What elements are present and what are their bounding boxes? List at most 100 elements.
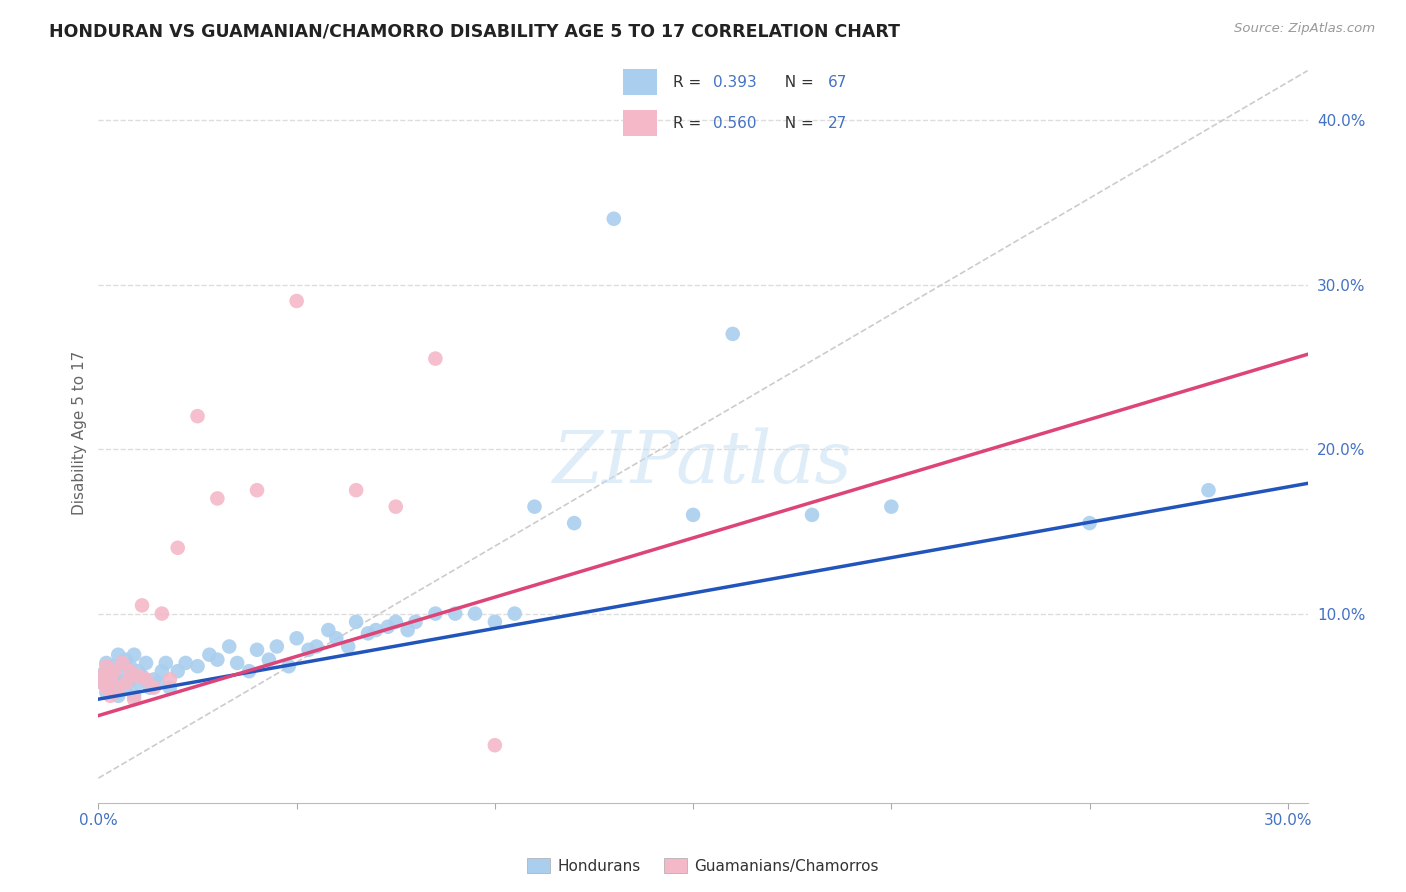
Point [150,607,173,621]
Point [127,675,149,690]
Point [103,659,125,673]
Point [503,607,526,621]
Point [257,653,280,667]
Point [384,615,406,629]
Point [122,692,145,706]
Point [562,516,585,530]
Point [120,673,142,687]
Point [721,326,744,341]
Text: ZIPatlas: ZIPatlas [553,427,853,498]
Point [186,659,208,673]
Point [285,293,308,308]
Point [139,681,162,695]
Point [285,632,308,646]
Point [115,675,138,690]
Point [107,681,129,695]
Point [277,659,299,673]
Point [131,669,153,683]
Point [91,667,114,681]
Point [111,675,134,690]
Bar [623,110,657,136]
Point [364,623,387,637]
Point [198,648,221,662]
Point [115,653,138,667]
Point [186,409,208,424]
Point [96,685,118,699]
Point [603,211,626,226]
Point [325,632,347,646]
Point [159,673,181,687]
Point [91,675,114,690]
Point [523,500,546,514]
Point [305,640,328,654]
Point [120,659,142,673]
Text: HONDURAN VS GUAMANIAN/CHAMORRO DISABILITY AGE 5 TO 17 CORRELATION CHART: HONDURAN VS GUAMANIAN/CHAMORRO DISABILIT… [49,22,900,40]
Point [444,607,467,621]
Point [405,615,427,629]
Point [98,673,121,687]
Point [174,656,197,670]
Point [150,664,173,678]
Point [344,483,367,498]
Point [425,607,447,621]
Point [111,656,134,670]
Point [484,615,506,629]
Point [98,689,121,703]
Point [107,648,129,662]
Point [484,738,506,752]
Point [384,500,406,514]
Point [111,664,134,678]
Point [218,640,240,654]
Point [357,626,380,640]
Point [127,664,149,678]
Point [96,681,118,695]
Point [107,689,129,703]
Text: Source: ZipAtlas.com: Source: ZipAtlas.com [1234,22,1375,36]
Point [377,620,399,634]
Text: R =: R = [673,75,707,89]
Point [127,669,149,683]
Point [146,675,169,690]
Point [122,689,145,703]
Point [207,653,229,667]
Point [98,664,121,678]
Point [226,656,249,670]
Point [297,642,319,657]
Point [166,664,188,678]
Text: R =: R = [673,116,707,130]
Point [155,656,177,670]
Point [396,623,419,637]
Point [425,351,447,366]
Point [464,607,486,621]
Point [318,623,340,637]
Point [880,500,903,514]
Point [142,681,165,695]
Point [238,664,260,678]
Point [142,673,165,687]
Point [135,656,157,670]
Point [1198,483,1220,498]
Point [91,669,114,683]
Point [135,673,157,687]
Legend: Hondurans, Guamanians/Chamorros: Hondurans, Guamanians/Chamorros [522,852,884,880]
Y-axis label: Disability Age 5 to 17: Disability Age 5 to 17 [72,351,87,515]
Point [246,483,269,498]
Point [344,615,367,629]
Text: 0.560: 0.560 [713,116,756,130]
Point [103,664,125,678]
Point [96,656,118,670]
Point [122,648,145,662]
Point [246,642,269,657]
Text: 0.393: 0.393 [713,75,756,89]
Bar [623,69,657,95]
Text: N =: N = [775,75,818,89]
Point [207,491,229,506]
Point [103,673,125,687]
Text: 27: 27 [828,116,848,130]
Point [166,541,188,555]
Point [98,681,121,695]
Point [91,675,114,690]
Point [337,640,360,654]
Point [131,599,153,613]
Point [159,681,181,695]
